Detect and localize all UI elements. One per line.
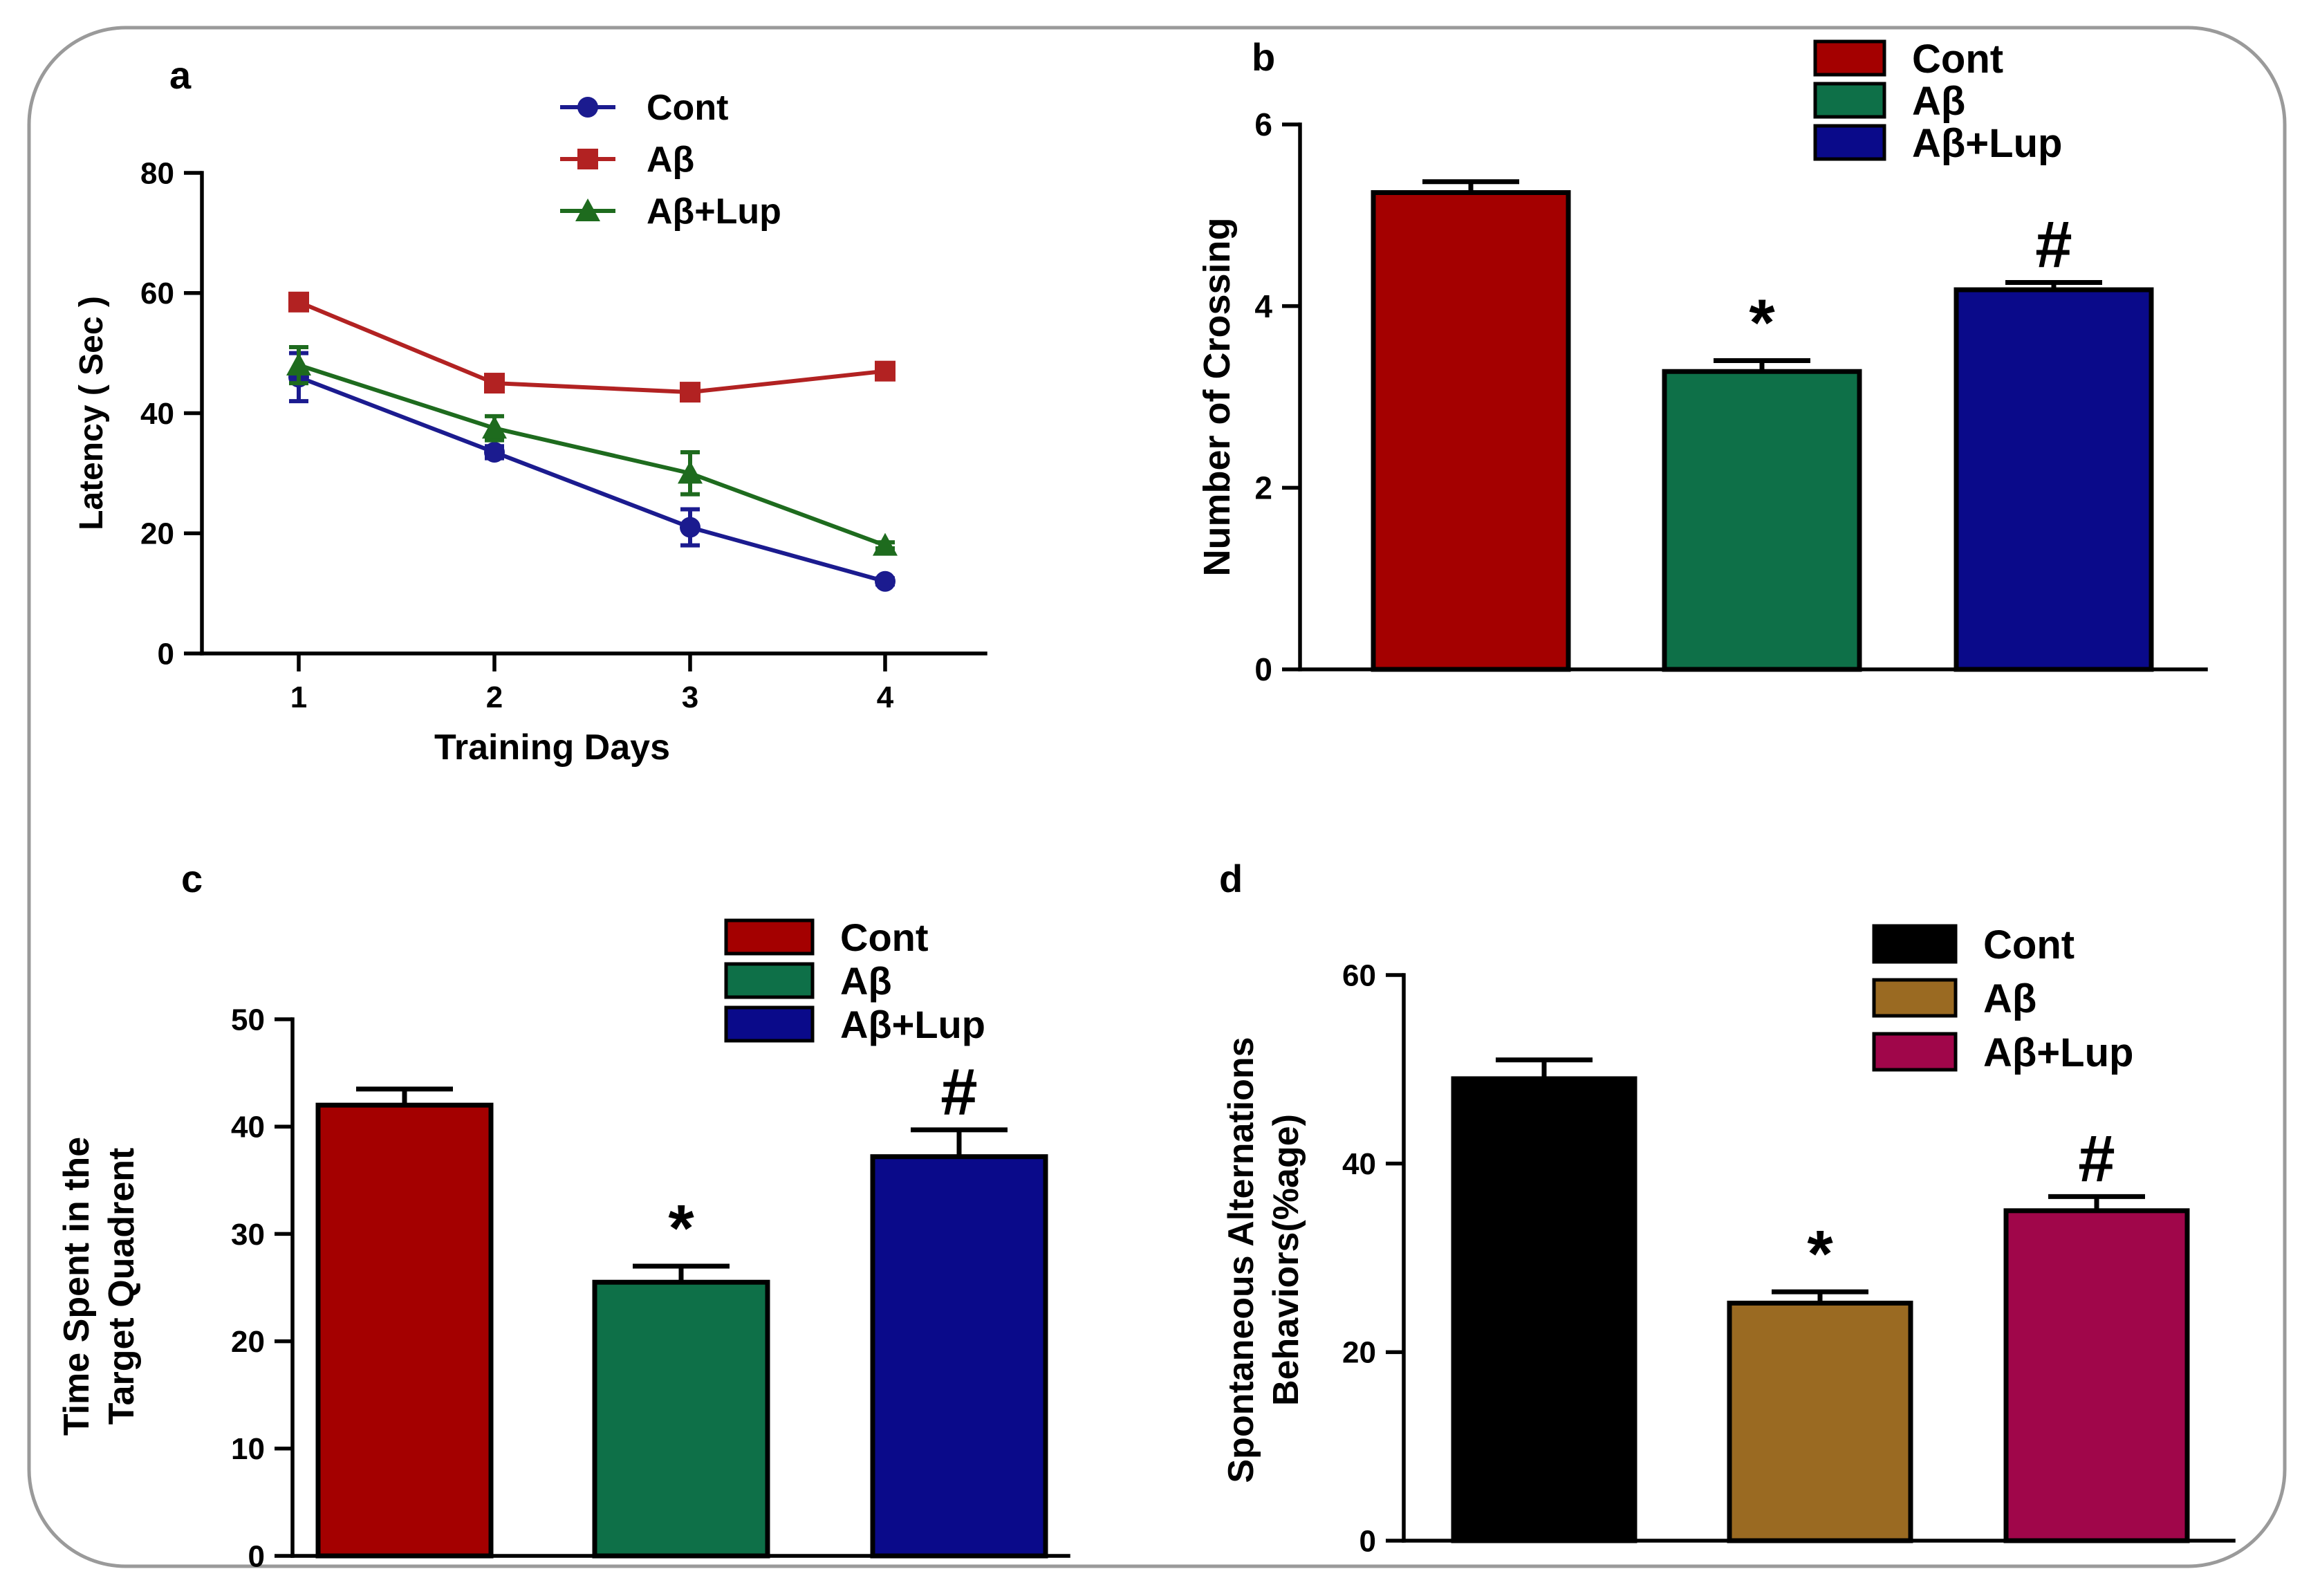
legend-swatch xyxy=(1872,924,1958,964)
legend-marker xyxy=(575,198,600,221)
significance-marker: * xyxy=(668,1191,694,1265)
y-tick-label: 50 xyxy=(231,1003,265,1037)
y-tick-label: 80 xyxy=(140,156,174,190)
y-axis-title-line-2: Behaviors(%age) xyxy=(1266,1114,1306,1406)
legend-swatch xyxy=(1872,978,1958,1018)
legend-marker xyxy=(577,97,598,118)
significance-marker: * xyxy=(1749,286,1775,360)
panel-label: c xyxy=(181,857,203,900)
legend-label: Aβ xyxy=(647,140,694,180)
bar-1 xyxy=(315,1102,494,1559)
legend-label: Cont xyxy=(1912,37,2003,82)
y-tick-label: 0 xyxy=(1359,1524,1376,1558)
significance-marker: # xyxy=(2035,208,2072,282)
panel-label: a xyxy=(169,53,192,97)
bar-3 xyxy=(1954,287,2154,672)
bar-3 xyxy=(870,1154,1048,1559)
legend-marker xyxy=(577,149,598,169)
legend-label: Aβ xyxy=(840,959,892,1003)
y-tick-label: 30 xyxy=(231,1218,265,1252)
series-line-3 xyxy=(298,363,887,548)
data-point xyxy=(286,353,311,375)
legend-label: Cont xyxy=(1983,922,2075,967)
bar-3 xyxy=(2003,1208,2190,1543)
panel-c-bar-chart: c 0 10 20 30 40 50 Time Spent in the Target Quad… xyxy=(57,857,1070,1573)
data-point xyxy=(482,416,507,439)
y-tick-label: 6 xyxy=(1254,106,1272,142)
y-axis-title: Number of Crossing xyxy=(1196,217,1238,576)
y-tick-label: 40 xyxy=(140,397,174,431)
data-point xyxy=(288,291,309,313)
x-tick-label: 1 xyxy=(290,680,307,714)
data-point xyxy=(875,360,895,382)
y-tick-label: 4 xyxy=(1254,288,1272,324)
y-tick-label: 20 xyxy=(140,517,174,551)
y-tick-label: 0 xyxy=(158,637,174,671)
legend-swatch xyxy=(724,918,815,956)
x-tick-label: 4 xyxy=(877,680,894,714)
y-tick-label: 10 xyxy=(231,1432,265,1466)
legend-label: Aβ+Lup xyxy=(840,1003,985,1046)
data-point xyxy=(680,382,700,403)
data-point xyxy=(875,570,895,592)
data-point xyxy=(678,461,703,484)
y-tick-label: 20 xyxy=(231,1325,265,1359)
legend-swatch xyxy=(724,1005,815,1043)
significance-marker: * xyxy=(1807,1217,1833,1291)
series-line-1 xyxy=(297,375,886,584)
y-tick-label: 20 xyxy=(1342,1336,1376,1370)
y-axis-title: Latency ( Sec ) xyxy=(73,296,110,530)
significance-marker: # xyxy=(940,1055,977,1129)
significance-marker: # xyxy=(2078,1122,2115,1196)
y-tick-label: 2 xyxy=(1254,470,1272,505)
data-point xyxy=(680,517,700,538)
series-line-2 xyxy=(297,300,886,395)
panel-a-line-chart: a 0 20 40 60 80 1 2 3 4 Training Days Latency ( Sec… xyxy=(73,53,987,768)
legend-swatch xyxy=(1813,124,1886,161)
y-tick-label: 40 xyxy=(231,1111,265,1144)
y-axis-title-line-1: Spontaneous Alternations xyxy=(1221,1037,1261,1483)
legend-label: Aβ xyxy=(1983,976,2036,1021)
x-tick-label: 2 xyxy=(486,680,503,714)
x-axis-title: Training Days xyxy=(434,727,670,768)
bar-1 xyxy=(1451,1076,1637,1543)
legend-label: Aβ+Lup xyxy=(1983,1030,2133,1075)
legend-label: Aβ+Lup xyxy=(647,192,781,232)
data-point xyxy=(484,373,505,394)
bar-1 xyxy=(1371,190,1571,672)
panel-b-bar-chart: b 0 2 4 6 Number of Crossing Cont * Aβ # Aβ+Lup xyxy=(1196,35,2208,687)
panel-d-bar-chart: d 0 20 40 60 Spontaneous Alternations Behavior… xyxy=(1219,857,2236,1558)
data-point xyxy=(873,532,898,556)
y-axis-title-line-2: Target Quadrent xyxy=(102,1148,142,1425)
data-point xyxy=(484,441,505,463)
y-tick-label: 40 xyxy=(1342,1147,1376,1181)
bar-2 xyxy=(1727,1300,1913,1543)
panel-label: d xyxy=(1219,857,1243,900)
panel-label: b xyxy=(1252,35,1275,79)
legend-label: Aβ xyxy=(1912,79,1965,124)
legend-swatch xyxy=(1872,1032,1958,1072)
y-axis-title-line-1: Time Spent in the xyxy=(57,1137,97,1436)
legend-swatch xyxy=(1813,82,1886,119)
y-tick-label: 60 xyxy=(1342,958,1376,992)
y-tick-label: 0 xyxy=(248,1539,265,1573)
legend-swatch xyxy=(1813,39,1886,77)
x-tick-label: 3 xyxy=(682,680,698,714)
legend-label: Cont xyxy=(647,88,728,128)
legend-label: Cont xyxy=(840,916,929,959)
y-tick-label: 0 xyxy=(1254,651,1272,687)
y-tick-label: 60 xyxy=(140,277,174,310)
bar-2 xyxy=(1662,369,1862,672)
legend-label: Aβ+Lup xyxy=(1912,121,2062,166)
legend-swatch xyxy=(724,962,815,999)
bar-2 xyxy=(592,1279,770,1559)
